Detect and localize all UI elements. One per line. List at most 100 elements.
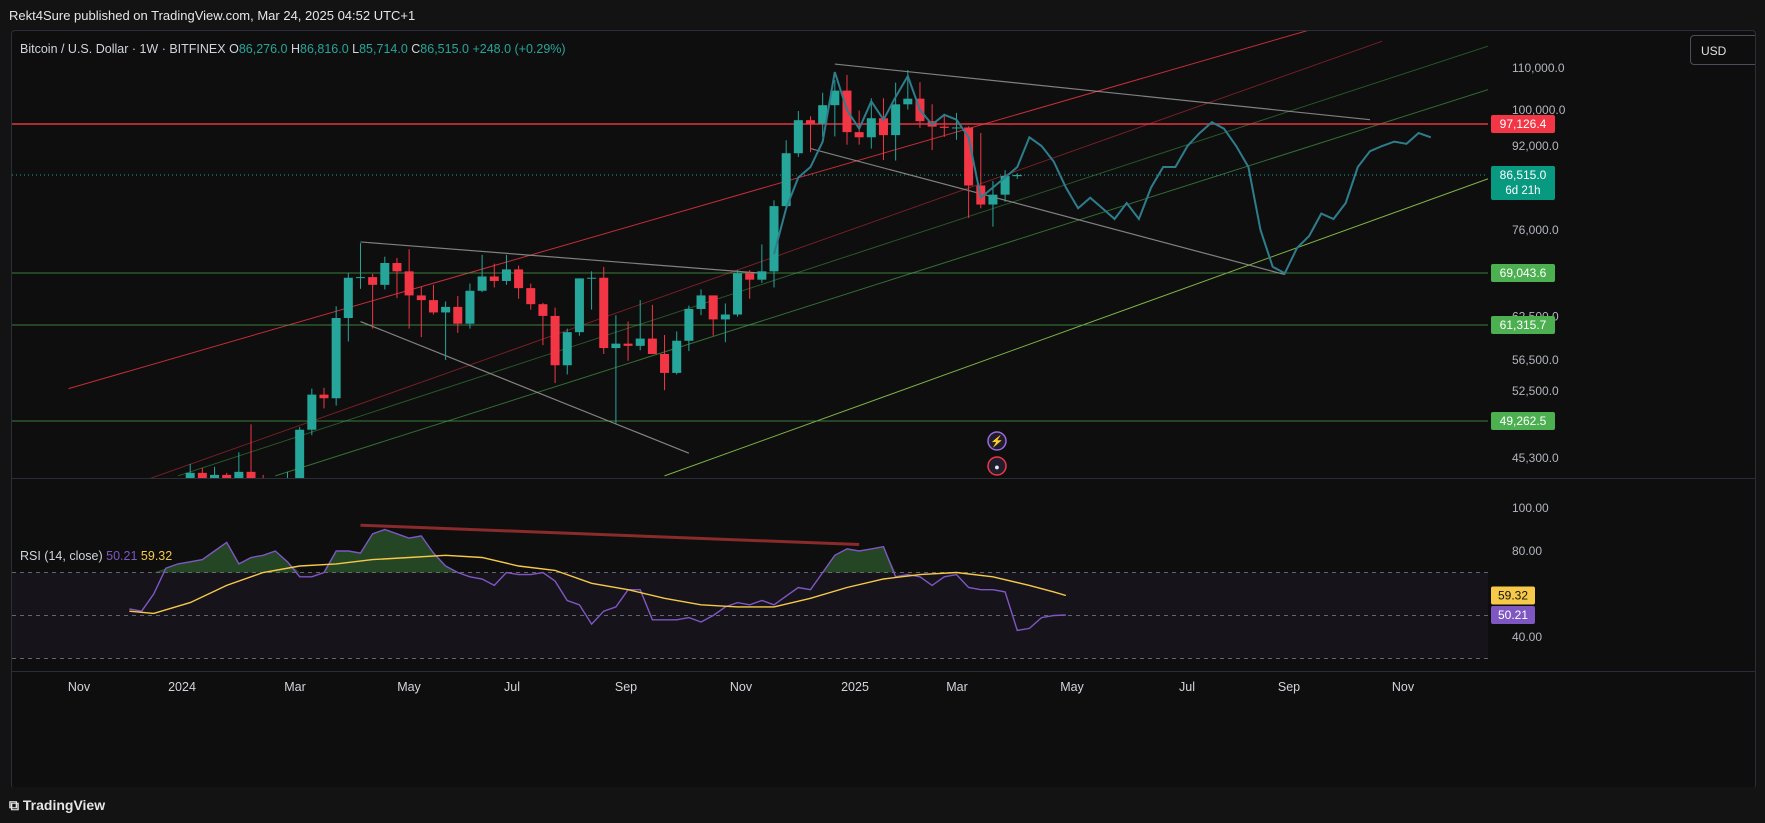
us-flag-event-icon [987,456,1007,476]
candle-body-19 [355,277,365,279]
level-badge-label-1: 69,043.6 [1500,266,1547,280]
candle-body-68 [951,127,961,129]
publisher-line: Rekt4Sure published on TradingView.com, … [9,8,416,23]
candle-body-61 [866,118,876,138]
candle-body-41 [623,343,633,346]
price-tick-label-6: 52,500.0 [1512,384,1559,398]
open-value: 86,276.0 [238,42,288,56]
chart-frame[interactable]: ⚡●110,000.0100,000.092,000.076,000.062,5… [11,30,1756,789]
date-tick-label-11: Sep [1278,680,1300,694]
rsi-tick-label-0: 100.00 [1512,501,1549,515]
candle-body-52 [757,271,767,280]
lightning-event-icon [987,431,1007,451]
candle-body-64 [903,98,913,105]
channel-line-2 [177,45,1488,477]
date-tick-label-5: Sep [615,680,637,694]
rsi-pane [12,523,1488,659]
publisher-bar: Rekt4Sure published on TradingView.com, … [0,0,1765,30]
candle-body-57 [818,105,828,124]
footer-bar: ⧉ TradingView [0,787,1765,823]
candle-body-6 [197,472,207,478]
candle-body-28 [465,290,475,324]
chart-canvas[interactable]: ⚡●110,000.0100,000.092,000.076,000.062,5… [12,31,1755,788]
candle-body-50 [733,273,743,315]
rsi-label: RSI (14, close) [20,549,103,563]
price-tick-label-1: 100,000.0 [1512,103,1566,117]
candle-body-69 [964,127,974,186]
price-tick-label-7: 45,300.0 [1512,451,1559,465]
close-value: 86,515.0 [420,42,469,56]
channel-line-1 [149,40,1383,478]
candle-body-38 [587,277,597,279]
candle-body-18 [343,277,353,319]
candle-body-42 [635,338,645,346]
candle-body-46 [684,308,694,341]
date-tick-label-1: 2024 [168,680,196,694]
candle-body-9 [234,471,244,478]
candle-body-58 [830,90,840,106]
candle-body-36 [562,332,572,366]
candle-body-63 [891,104,901,136]
rsi-overbought-fill [129,529,1066,573]
trend-line-0 [360,241,762,274]
us-flag-event-glyph: ● [994,462,999,472]
date-tick-label-0: Nov [68,680,91,694]
rsi-value: 50.21 [106,549,138,563]
open-label: O [229,42,239,56]
low-label: L [352,42,360,56]
current-price-countdown: 6d 21h [1505,185,1540,197]
rsi-ma-badge-label: 59.32 [1498,588,1528,602]
date-tick-label-2: Mar [284,680,306,694]
trend-line-1 [360,320,690,454]
date-tick-label-7: 2025 [841,680,869,694]
change-value: +248.0 (+0.29%) [472,42,566,56]
tradingview-logo[interactable]: ⧉ TradingView [9,797,105,814]
candle-body-33 [526,288,536,305]
candle-body-53 [769,206,779,272]
price-tick-label-0: 110,000.0 [1512,61,1565,75]
current-price-badge-label: 86,515.0 [1500,168,1547,182]
candle-body-26 [441,306,451,313]
high-label: H [290,42,300,56]
candle-body-31 [501,269,511,281]
candle-body-47 [696,295,706,309]
price-pane [12,31,1488,496]
rsi-legend: RSI (14, close) 50.21 59.32 [20,549,172,563]
candle-body-22 [392,263,402,272]
candle-body-14 [295,429,305,478]
date-tick-label-10: Jul [1179,680,1195,694]
high-value: 86,816.0 [300,42,349,56]
trend-line-3 [810,147,1286,276]
close-label: C [411,42,421,56]
price-tick-label-5: 56,500.0 [1512,353,1559,367]
candle-body-21 [380,263,390,285]
candle-body-11 [259,483,268,496]
candle-body-67 [939,126,949,128]
projection-path [773,71,1432,275]
candle-body-34 [538,304,548,316]
candle-body-45 [672,340,682,373]
candle-body-54 [781,153,791,207]
rsi-tick-label-1: 80.00 [1512,544,1542,558]
price-tick-label-2: 92,000.0 [1512,139,1559,153]
rsi-tick-label-2: 40.00 [1512,630,1542,644]
currency-button[interactable]: USD [1690,35,1755,65]
date-tick-label-6: Nov [730,680,753,694]
level-badge-label-2: 61,315.7 [1500,318,1547,332]
tradingview-logo-icon: ⧉ [9,797,23,813]
candle-body-40 [611,343,621,349]
candle-body-49 [720,314,730,320]
candle-body-15 [307,394,317,430]
rsi-line [129,528,1066,632]
rsi-ma-badge [1491,586,1535,605]
level-badge-label-3: 49,262.5 [1500,414,1547,428]
candle-body-71 [988,194,998,205]
current-price-badge [1491,166,1555,200]
candle-body-7 [210,474,220,478]
date-tick-label-3: May [397,680,421,694]
tradingview-logo-text: TradingView [22,797,106,813]
candle-body-20 [368,277,378,285]
lightning-event-glyph: ⚡ [990,435,1004,448]
candle-body-29 [477,276,487,291]
rsi-ma-line [129,554,1067,615]
